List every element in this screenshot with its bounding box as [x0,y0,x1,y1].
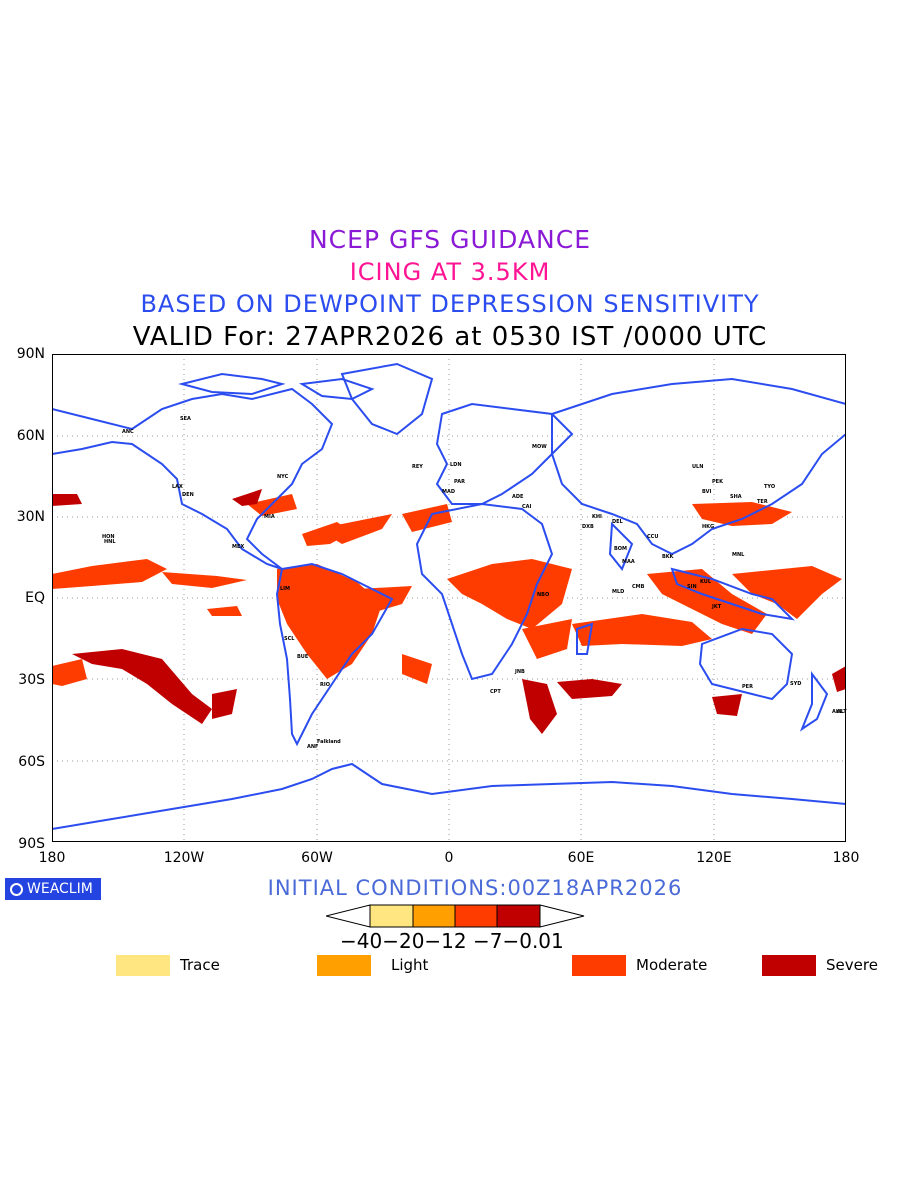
title-line-2: ICING AT 3.5KM [349,258,551,286]
initial-conditions-label: INITIAL CONDITIONS:00Z18APR2026 [267,876,683,900]
valid-time-title: VALID For: 27APR2026 at 0530 IST /0000 U… [132,322,768,352]
map-frame [52,354,846,842]
world-map [52,354,846,842]
legend-swatch-light [317,955,371,976]
lat-label: 90S [18,836,45,852]
legend-swatch-moderate [572,955,626,976]
colorbar-segment-moderate [454,904,498,928]
lon-label: 180 [832,850,860,866]
lon-label: 0 [444,850,454,866]
icing-severe-areas [52,489,846,734]
lon-label: 180 [38,850,66,866]
lat-label: 60S [18,754,45,770]
colorbar-segment-trace [369,904,414,928]
lat-label: 90N [16,346,45,362]
lat-label: 30N [16,509,45,525]
logo-text: WEACLIM [27,881,93,897]
lon-label: 60E [567,850,595,866]
legend-label-trace: Trace [180,956,220,974]
legend-label-severe: Severe [826,956,878,974]
logo-circle-icon [10,883,23,896]
colorbar-right-arrow [539,904,585,928]
legend-label-moderate: Moderate [636,956,708,974]
lat-label: 30S [18,672,45,688]
colorbar [326,904,585,928]
legend-swatch-severe [762,955,816,976]
colorbar-segment-severe [496,904,541,928]
coastlines [52,362,846,830]
lat-label: EQ [25,590,45,606]
lon-label: 60W [301,850,333,866]
colorbar-ticks: −40−20−12 −7−0.01 [340,929,564,953]
lon-label: 120E [696,850,732,866]
weaclim-logo: WEACLIM [5,878,101,900]
colorbar-segment-light [412,904,456,928]
legend-label-light: Light [391,956,429,974]
lon-label: 120W [163,850,205,866]
title-line-3: BASED ON DEWPOINT DEPRESSION SENSITIVITY [140,290,760,318]
title-line-1: NCEP GFS GUIDANCE [308,225,591,254]
lat-label: 60N [16,428,45,444]
colorbar-left-arrow [326,904,371,928]
legend-swatch-trace [116,955,170,976]
